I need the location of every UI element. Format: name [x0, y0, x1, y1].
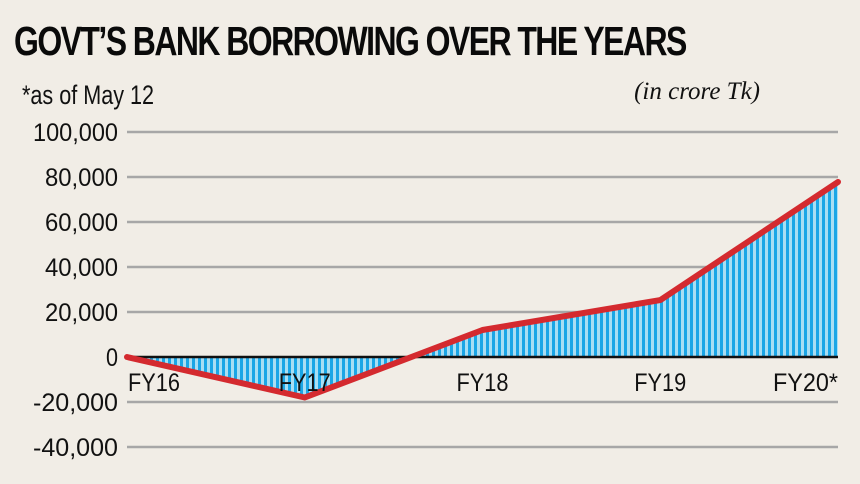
y-tick-label: 20,000 [45, 299, 118, 327]
y-tick-label: -20,000 [33, 389, 118, 417]
y-tick-label: -40,000 [33, 434, 118, 462]
y-tick-label: 80,000 [45, 164, 118, 192]
chart-title: GOVT’S BANK BORROWING OVER THE YEARS [14, 18, 687, 64]
x-tick-label: FY20* [773, 369, 838, 397]
y-tick-label: 0 [106, 344, 118, 372]
area-fill [127, 181, 838, 398]
x-tick-label: FY16 [128, 369, 180, 397]
y-tick-label: 60,000 [45, 209, 118, 237]
data-line [124, 178, 841, 401]
x-tick-label: FY18 [457, 369, 509, 397]
x-tick-label: FY19 [634, 369, 686, 397]
unit-label: (in crore Tk) [634, 78, 760, 105]
x-axis-labels: FY16 FY17 FY18 FY19 FY20* [128, 369, 838, 397]
x-tick-label: FY17 [279, 369, 331, 397]
chart-note: *as of May 12 [22, 80, 155, 110]
y-axis-labels: 100,000 80,000 60,000 40,000 20,000 0 -20,000 -… [33, 119, 118, 462]
y-tick-label: 100,000 [33, 119, 118, 147]
y-tick-label: 40,000 [45, 254, 118, 282]
